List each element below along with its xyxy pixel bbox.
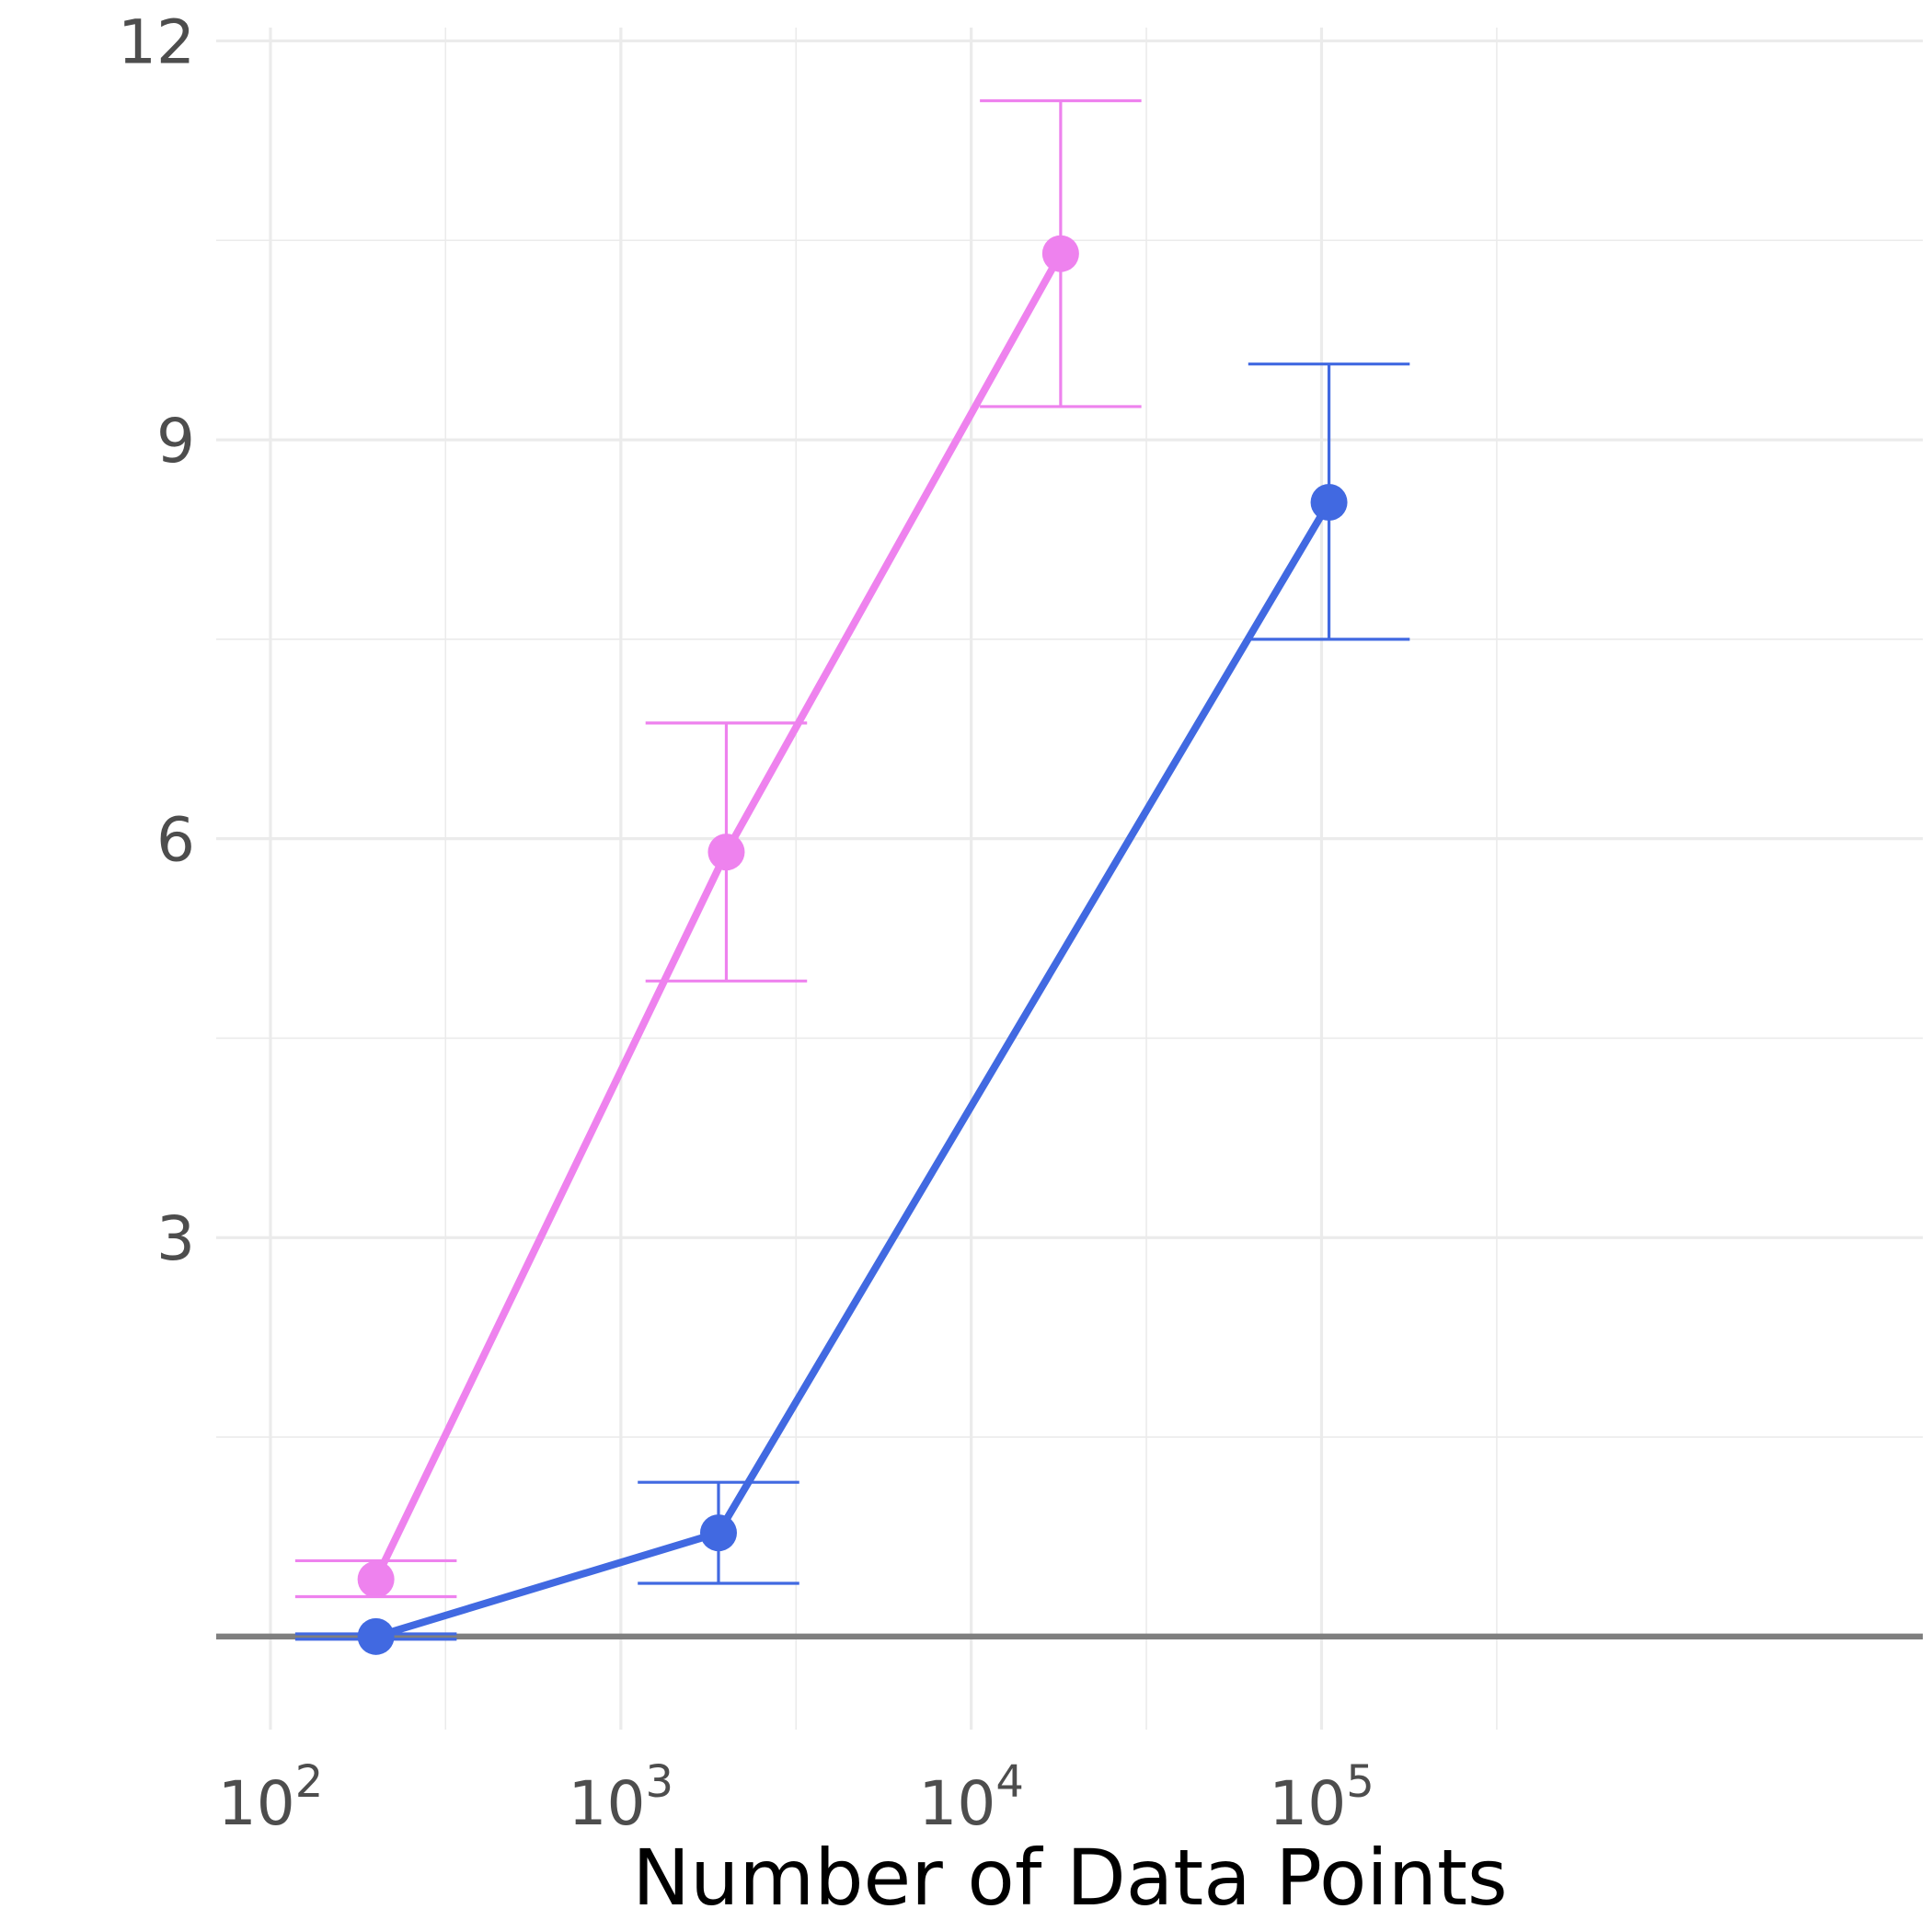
y-tick-label: 9	[156, 406, 195, 477]
x-axis-title: Number of Data Points	[632, 1833, 1507, 1923]
data-point-1-0	[357, 1617, 395, 1655]
series-0	[294, 98, 1142, 1599]
x-tick-label: 104	[918, 1756, 1024, 1839]
y-tick-label: 6	[156, 805, 195, 876]
x-tick-label: 103	[569, 1756, 674, 1839]
y-tick-labels: 3 6 9 12	[118, 6, 195, 1274]
x-tick-labels: 102 103 104 105	[218, 1756, 1374, 1839]
y-tick-label: 3	[156, 1203, 195, 1274]
series-line-0	[372, 251, 1064, 1581]
data-point-0-2	[1041, 235, 1079, 272]
data-point-0-0	[357, 1560, 395, 1598]
grid-layer	[216, 28, 1923, 1730]
series-line-1	[374, 500, 1333, 1640]
x-tick-label: 102	[218, 1756, 324, 1839]
y-tick-label: 12	[118, 6, 195, 77]
series-layer	[294, 98, 1410, 1655]
series-1	[294, 362, 1410, 1655]
data-point-0-1	[707, 834, 745, 871]
x-tick-label: 105	[1269, 1756, 1374, 1839]
data-point-1-1	[699, 1514, 737, 1552]
data-point-1-2	[1310, 483, 1348, 521]
